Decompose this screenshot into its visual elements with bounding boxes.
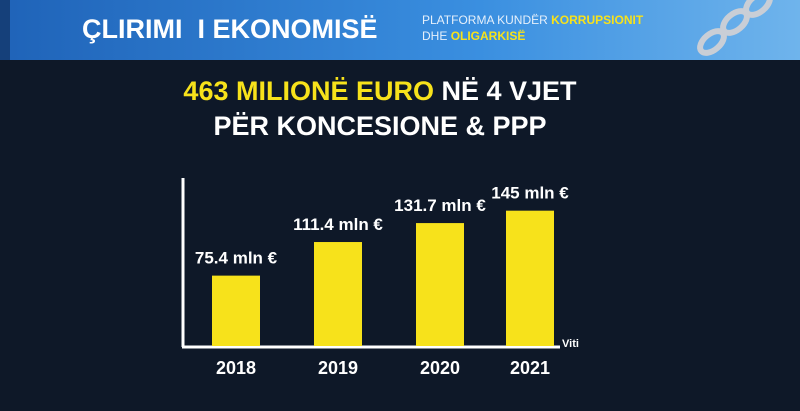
x-tick-label: 2020 [420, 358, 460, 378]
title-highlight: 463 MILIONË EURO [183, 76, 434, 106]
tagline-highlight: KORRUPSIONIT [551, 13, 644, 27]
title-text: NË 4 VJET [442, 76, 578, 106]
value-label: 111.4 mln € [293, 215, 383, 234]
banner-tagline: DHE OLIGARKISË [422, 28, 525, 43]
chart-subtitle: PËR KONCESIONE & PPP [213, 111, 546, 141]
tagline-highlight: OLIGARKISË [451, 28, 526, 43]
bar [416, 223, 464, 346]
bar [212, 275, 260, 346]
banner-edge [0, 0, 10, 60]
banner-title: ÇLIRIMI I EKONOMISË [82, 14, 378, 44]
tagline-text: PLATFORMA KUNDËR [422, 13, 548, 27]
bar [314, 242, 362, 346]
bar [506, 210, 554, 346]
chart-title: 463 MILIONË EURO NË 4 VJET [183, 76, 577, 106]
tagline-text: DHE [422, 29, 447, 43]
x-tick-label: 2018 [216, 358, 256, 378]
x-axis-label: Viti [562, 338, 579, 350]
value-label: 131.7 mln € [394, 196, 486, 215]
chain-icon [697, 0, 773, 56]
x-tick-label: 2021 [510, 358, 550, 378]
x-tick-label: 2019 [318, 358, 358, 378]
value-label: 75.4 mln € [195, 249, 278, 268]
banner [0, 0, 800, 60]
value-label: 145 mln € [491, 184, 569, 203]
banner-tagline: PLATFORMA KUNDËR KORRUPSIONIT [422, 13, 644, 27]
